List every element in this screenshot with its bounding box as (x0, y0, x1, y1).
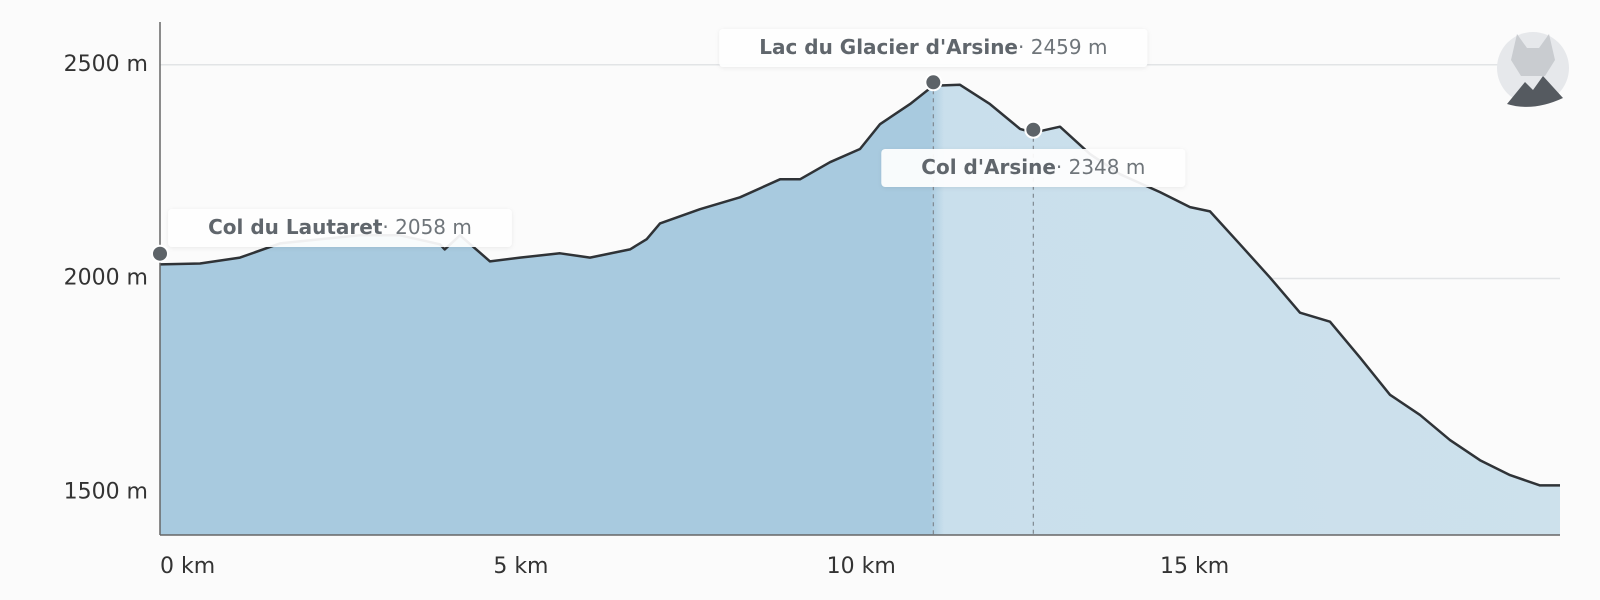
logo (1497, 32, 1569, 107)
annotation-name: Col du Lautaret (208, 215, 383, 239)
elevation-line (159, 83, 1560, 487)
annotation-marker (1024, 120, 1043, 139)
annotation-label: Col du Lautaret· 2058 m (208, 215, 472, 239)
annotation-box (719, 29, 1148, 67)
annotation-label: Lac du Glacier d'Arsine· 2459 m (759, 35, 1107, 59)
x-tick-label: 10 km (827, 554, 896, 579)
annotations: Col du Lautaret· 2058 m Lac du Glacier d'… (151, 29, 1186, 535)
annotation-value: · 2348 m (1056, 155, 1145, 179)
annotation-label: Col d'Arsine· 2348 m (921, 155, 1145, 179)
y-tick-label: 2500 m (64, 52, 148, 77)
annotation-name: Lac du Glacier d'Arsine (759, 35, 1018, 59)
y-tick-label: 1500 m (64, 479, 148, 504)
annotation-box (881, 149, 1186, 187)
annotation-box (168, 209, 512, 247)
annotation-value: · 2459 m (1018, 35, 1107, 59)
annotation-value: · 2058 m (382, 215, 471, 239)
axes: 1500 m 2000 m 2500 m 0 km 5 km 10 km 15 km (64, 22, 1560, 579)
y-tick-label: 2000 m (64, 266, 148, 291)
plot (159, 83, 1560, 536)
area-fill (160, 84, 1560, 536)
x-tick-label: 5 km (493, 554, 548, 579)
annotation-marker (151, 244, 169, 263)
annotation-name: Col d'Arsine (921, 155, 1056, 179)
x-tick-label: 15 km (1160, 554, 1229, 579)
annotation-marker (924, 73, 943, 92)
x-tick-label: 0 km (160, 554, 215, 579)
